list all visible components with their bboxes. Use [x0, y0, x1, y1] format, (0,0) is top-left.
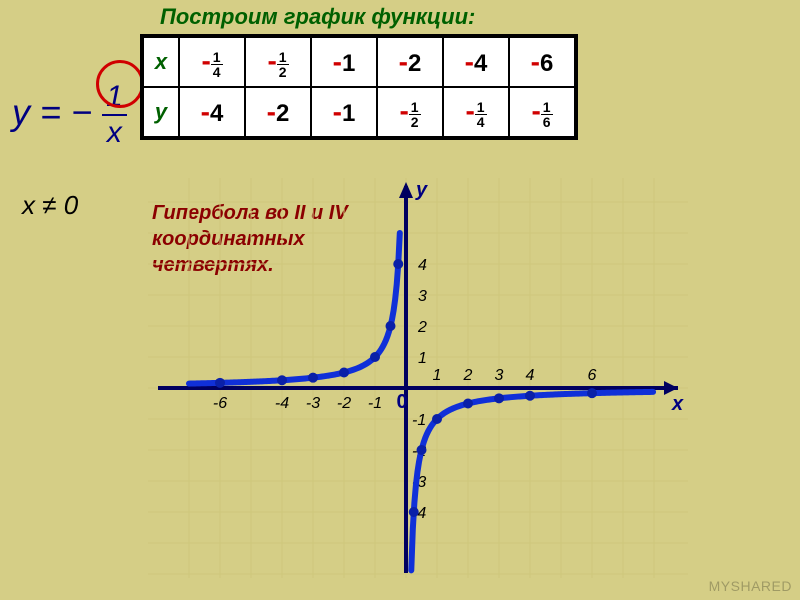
x-cell-5: -6 — [509, 37, 575, 87]
highlight-circle — [96, 60, 144, 108]
svg-text:3: 3 — [495, 367, 504, 384]
svg-text:у: у — [415, 179, 428, 201]
svg-text:х: х — [671, 393, 684, 415]
row-header-x: х — [143, 37, 179, 87]
x-cell-1: -12 — [245, 37, 311, 87]
y-cell-3: -12 — [377, 87, 443, 137]
page-title: Построим график функции: — [160, 4, 475, 30]
x-cell-3: -2 — [377, 37, 443, 87]
svg-text:-3: -3 — [306, 395, 320, 412]
values-table: х -14 -12 -1 -2 -4 -6 у -4 -2 -1 -12 -14… — [140, 34, 578, 140]
svg-text:1: 1 — [433, 367, 442, 384]
y-cell-2: -1 — [311, 87, 377, 137]
y-cell-5: -16 — [509, 87, 575, 137]
svg-text:2: 2 — [417, 319, 427, 336]
svg-text:-1: -1 — [412, 412, 426, 429]
svg-text:0: 0 — [396, 391, 407, 413]
x-cell-0: -14 — [179, 37, 245, 87]
row-header-y: у — [143, 87, 179, 137]
svg-text:3: 3 — [418, 288, 427, 305]
svg-text:6: 6 — [588, 367, 597, 384]
x-cell-2: -1 — [311, 37, 377, 87]
svg-text:2: 2 — [463, 367, 473, 384]
x-cell-4: -4 — [443, 37, 509, 87]
y-cell-0: -4 — [179, 87, 245, 137]
table-row-y: у -4 -2 -1 -12 -14 -16 — [143, 87, 575, 137]
y-cell-1: -2 — [245, 87, 311, 137]
svg-text:4: 4 — [526, 367, 535, 384]
formula-lhs: y = − — [12, 92, 92, 133]
formula-denominator: x — [102, 116, 127, 150]
svg-text:-6: -6 — [213, 395, 227, 412]
table-row-x: х -14 -12 -1 -2 -4 -6 — [143, 37, 575, 87]
svg-text:-1: -1 — [368, 395, 382, 412]
svg-text:-2: -2 — [337, 395, 351, 412]
graph-svg: ух012346-1-2-3-4-61234-1-2-3-4 — [148, 178, 688, 578]
svg-text:4: 4 — [418, 257, 427, 274]
svg-text:-4: -4 — [275, 395, 289, 412]
watermark: MYSHARED — [709, 578, 792, 594]
domain-constraint: x ≠ 0 — [22, 190, 78, 221]
y-cell-4: -14 — [443, 87, 509, 137]
graph-plot: ух012346-1-2-3-4-61234-1-2-3-4 — [148, 178, 688, 578]
svg-text:1: 1 — [418, 350, 427, 367]
